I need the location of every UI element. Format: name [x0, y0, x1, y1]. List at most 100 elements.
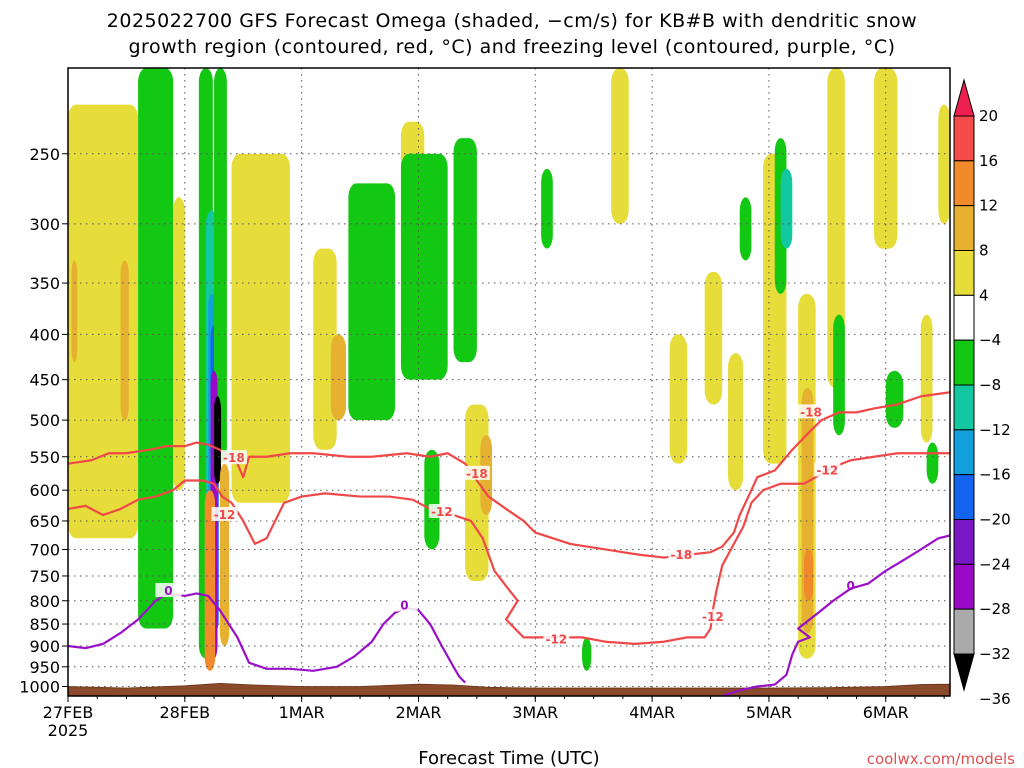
omega-region-25: [582, 637, 592, 671]
omega-region-16: [330, 334, 347, 421]
colorbar-label-3: 8: [979, 242, 989, 260]
colorbar-label-12: −32: [979, 645, 1011, 663]
contour-label-bg: [211, 507, 238, 522]
contour-label-bg: [220, 450, 247, 465]
colorbar-swatch-6: [953, 339, 975, 386]
x-tick-label-5: 4MAR: [629, 703, 675, 722]
colorbar-swatch-11: [953, 563, 975, 610]
y-tick-label-850: 850: [29, 615, 60, 634]
omega-region-36: [803, 549, 814, 601]
x-tick-label-2: 1MAR: [279, 703, 325, 722]
colorbar-label-1: 16: [979, 152, 998, 170]
x-axis-title: Forecast Time (UTC): [418, 748, 599, 768]
colorbar-label-5: −4: [979, 331, 1001, 349]
colorbar-swatch-10: [953, 519, 975, 565]
omega-region-17: [348, 183, 396, 421]
omega-region-0: [68, 104, 139, 539]
omega-region-3: [138, 68, 174, 629]
x-tick-label-4: 3MAR: [512, 703, 558, 722]
colorbar-swatch-9: [953, 474, 975, 520]
omega-region-38: [833, 314, 845, 436]
colorbar-swatch-12: [953, 608, 975, 655]
contour-line--12: [68, 452, 950, 645]
colorbar-label-2: 12: [979, 197, 998, 215]
colorbar-label-4: 4: [979, 286, 989, 304]
omega-region-40: [885, 371, 904, 428]
colorbar-label-13: −36: [979, 690, 1011, 708]
contour-label-bg: [391, 597, 418, 612]
x-tick-label-0: 27FEB: [43, 703, 94, 722]
omega-region-9: [214, 68, 227, 464]
colorbar-label-9: −20: [979, 511, 1011, 529]
x-tick-label-1: 28FEB: [159, 703, 210, 722]
omega-region-2: [120, 260, 129, 421]
colorbar-swatch-1: [953, 115, 975, 162]
y-tick-label-650: 650: [29, 512, 60, 531]
y-tick-label-350: 350: [29, 274, 60, 293]
colorbar-swatch-3: [953, 205, 975, 252]
contour-line-0: [68, 592, 466, 684]
y-tick-label-750: 750: [29, 567, 60, 586]
omega-region-28: [704, 271, 723, 405]
contour-label--12-2: -12: [545, 633, 567, 647]
y-tick-label-1000: 1000: [19, 678, 60, 697]
contour-label--18-2: -18: [670, 548, 692, 562]
omega-region-19: [400, 153, 448, 380]
contour-line--18: [68, 391, 950, 559]
contour-label-bg: [814, 462, 841, 477]
contour-label-bg: [797, 404, 824, 419]
credit-text: coolwx.com/models: [867, 750, 1015, 768]
contour-label-bg: [837, 578, 864, 593]
y-tick-label-400: 400: [29, 325, 60, 344]
omega-region-30: [739, 197, 752, 261]
y-tick-label-600: 600: [29, 481, 60, 500]
y-tick-label-300: 300: [29, 215, 60, 234]
contour-label--12-1: -12: [431, 505, 453, 519]
omega-region-43: [938, 104, 950, 224]
colorbar-swatch-4: [953, 250, 975, 296]
x-tick-label-6: 5MAR: [746, 703, 792, 722]
omega-region-1: [71, 260, 78, 363]
omega-region-4: [173, 197, 185, 491]
contour-label-bg: [699, 609, 726, 624]
contour-label--18-0: -18: [223, 451, 245, 465]
contour-label--12-3: -12: [702, 610, 724, 624]
omega-region-11: [214, 396, 222, 484]
colorbar-label-7: −12: [979, 421, 1011, 439]
contour-label-bg: [155, 583, 182, 598]
plot-area: -18 -18 -18 -18 -12 -12 -12 -12 -12 0 0 0: [67, 67, 951, 697]
colorbar-label-11: −28: [979, 600, 1011, 618]
y-tick-label-550: 550: [29, 448, 60, 467]
contour-label-0-2: 0: [847, 579, 855, 593]
contour-label-bg: [668, 546, 695, 561]
omega-region-33: [780, 168, 793, 249]
omega-region-29: [728, 353, 744, 491]
contour-line-0b: [721, 534, 950, 696]
colorbar-label-0: 20: [979, 107, 998, 125]
contour-label--12-4: -12: [816, 463, 838, 477]
omega-region-42: [926, 442, 939, 484]
y-tick-label-950: 950: [29, 658, 60, 677]
omega-region-14: [231, 153, 290, 503]
colorbar-swatch-2: [953, 160, 975, 207]
plot-frame: [67, 67, 951, 697]
omega-region-21: [453, 138, 477, 363]
colorbar-swatch-8: [953, 429, 975, 476]
chart-title-line-2: growth region (contoured, red, °C) and f…: [128, 36, 895, 58]
contour-label-bg: [543, 631, 570, 646]
contour-label-0-0: 0: [164, 584, 172, 598]
contour-label-bg: [463, 465, 490, 480]
omega-region-12: [204, 490, 216, 671]
y-tick-label-800: 800: [29, 592, 60, 611]
omega-shading-layer: [68, 68, 950, 671]
y-tick-label-700: 700: [29, 540, 60, 559]
y-tick-label-900: 900: [29, 637, 60, 656]
omega-region-24: [541, 168, 553, 249]
contour-label--12-0: -12: [214, 508, 236, 522]
omega-region-15: [313, 248, 337, 450]
colorbar-label-10: −24: [979, 555, 1011, 573]
y-axis: 250 300 350 400 450 500 550 600 650 700 750 800 850 9…: [19, 145, 68, 697]
grid-layer: [68, 68, 950, 696]
